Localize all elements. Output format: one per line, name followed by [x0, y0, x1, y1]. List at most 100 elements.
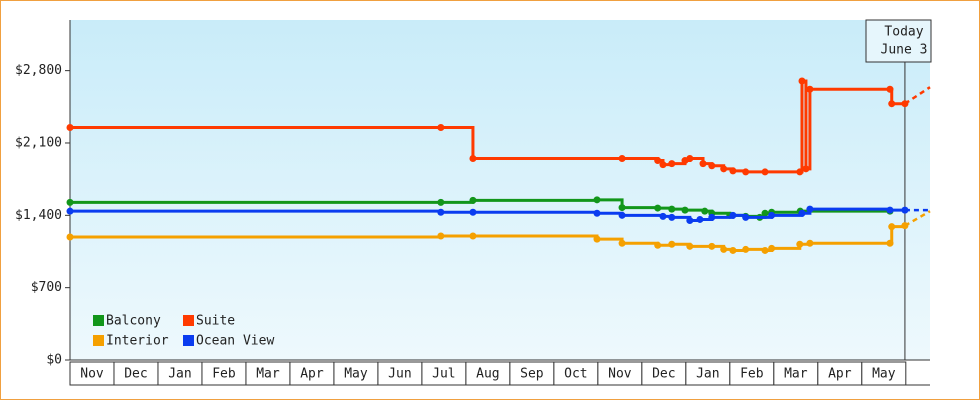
y-tick-label: $700 — [31, 280, 62, 295]
x-tick-label: Apr — [300, 367, 324, 382]
price-point — [618, 154, 626, 162]
price-point — [437, 208, 445, 216]
price-point — [686, 216, 694, 224]
legend-swatch — [183, 315, 194, 326]
legend-label: Suite — [196, 314, 235, 329]
price-point — [654, 241, 662, 249]
price-point — [469, 154, 477, 162]
price-point — [66, 233, 74, 241]
x-tick-label: Jan — [168, 367, 191, 382]
price-point — [469, 196, 477, 204]
price-point — [886, 85, 894, 93]
x-tick-label: Aug — [476, 367, 499, 382]
price-point — [66, 198, 74, 206]
price-point — [593, 196, 601, 204]
price-point — [708, 242, 716, 250]
price-point — [696, 215, 704, 223]
price-point — [437, 198, 445, 206]
legend-label: Interior — [106, 334, 169, 349]
y-tick-label: $0 — [46, 353, 62, 368]
price-point — [618, 211, 626, 219]
price-point — [796, 168, 804, 176]
price-point — [618, 204, 626, 212]
x-tick-label: Apr — [828, 367, 852, 382]
x-tick-label: Feb — [212, 367, 236, 382]
x-tick-label: Mar — [784, 367, 808, 382]
price-point — [742, 213, 750, 221]
price-point — [720, 165, 728, 173]
price-point — [708, 162, 716, 170]
price-point — [901, 222, 909, 230]
price-point — [729, 246, 737, 254]
price-point — [66, 207, 74, 215]
price-point — [761, 168, 769, 176]
price-point — [668, 213, 676, 221]
price-point — [659, 161, 667, 169]
price-point — [901, 100, 909, 108]
price-point — [888, 100, 896, 108]
price-point — [796, 240, 804, 248]
x-tick-label: Dec — [652, 367, 675, 382]
price-point — [806, 85, 814, 93]
price-point — [888, 223, 896, 231]
price-point — [469, 232, 477, 240]
x-tick-label: Jun — [388, 367, 411, 382]
price-point — [742, 168, 750, 176]
x-tick-label: Sep — [520, 367, 544, 382]
price-point — [668, 205, 676, 213]
price-point — [761, 209, 769, 217]
price-point — [768, 211, 776, 219]
price-point — [729, 211, 737, 219]
price-point — [886, 239, 894, 247]
price-point — [437, 232, 445, 240]
legend-swatch — [93, 335, 104, 346]
today-date: June 3 — [881, 43, 928, 58]
x-tick-label: Dec — [124, 367, 147, 382]
price-point — [593, 209, 601, 217]
price-point — [668, 160, 676, 168]
price-point — [469, 208, 477, 216]
price-point — [593, 235, 601, 243]
x-tick-label: Oct — [564, 367, 587, 382]
price-point — [681, 206, 689, 214]
price-point — [768, 244, 776, 252]
price-point — [886, 206, 894, 214]
x-tick-label: Nov — [80, 367, 104, 382]
price-point — [699, 160, 707, 168]
price-point — [437, 123, 445, 131]
price-point — [806, 239, 814, 247]
y-tick-label: $1,400 — [15, 208, 62, 223]
forecast-line — [904, 210, 931, 227]
y-tick-label: $2,100 — [15, 135, 62, 150]
month-cell — [861, 361, 907, 386]
price-point — [761, 246, 769, 254]
legend-swatch — [93, 315, 104, 326]
price-point — [686, 154, 694, 162]
x-tick-label: May — [872, 367, 896, 382]
price-point — [901, 206, 909, 214]
price-point — [806, 205, 814, 213]
legend-label: Ocean View — [196, 334, 274, 349]
y-tick-label: $2,800 — [15, 63, 62, 78]
today-label: Today — [884, 25, 923, 40]
price-point — [798, 209, 806, 217]
price-point — [798, 77, 806, 85]
x-tick-label: Mar — [256, 367, 280, 382]
today-box — [865, 19, 932, 63]
x-tick-label: May — [344, 367, 368, 382]
plot-area — [70, 20, 930, 360]
price-point — [802, 165, 810, 173]
price-point — [720, 245, 728, 253]
price-point — [686, 242, 694, 250]
legend-swatch — [183, 335, 194, 346]
legend-label: Balcony — [106, 314, 161, 329]
x-tick-label: Jul — [432, 367, 455, 382]
price-point — [708, 213, 716, 221]
x-tick-label: Jan — [696, 367, 719, 382]
x-tick-label: Nov — [608, 367, 632, 382]
price-point — [729, 167, 737, 175]
price-point — [618, 239, 626, 247]
price-point — [701, 207, 709, 215]
